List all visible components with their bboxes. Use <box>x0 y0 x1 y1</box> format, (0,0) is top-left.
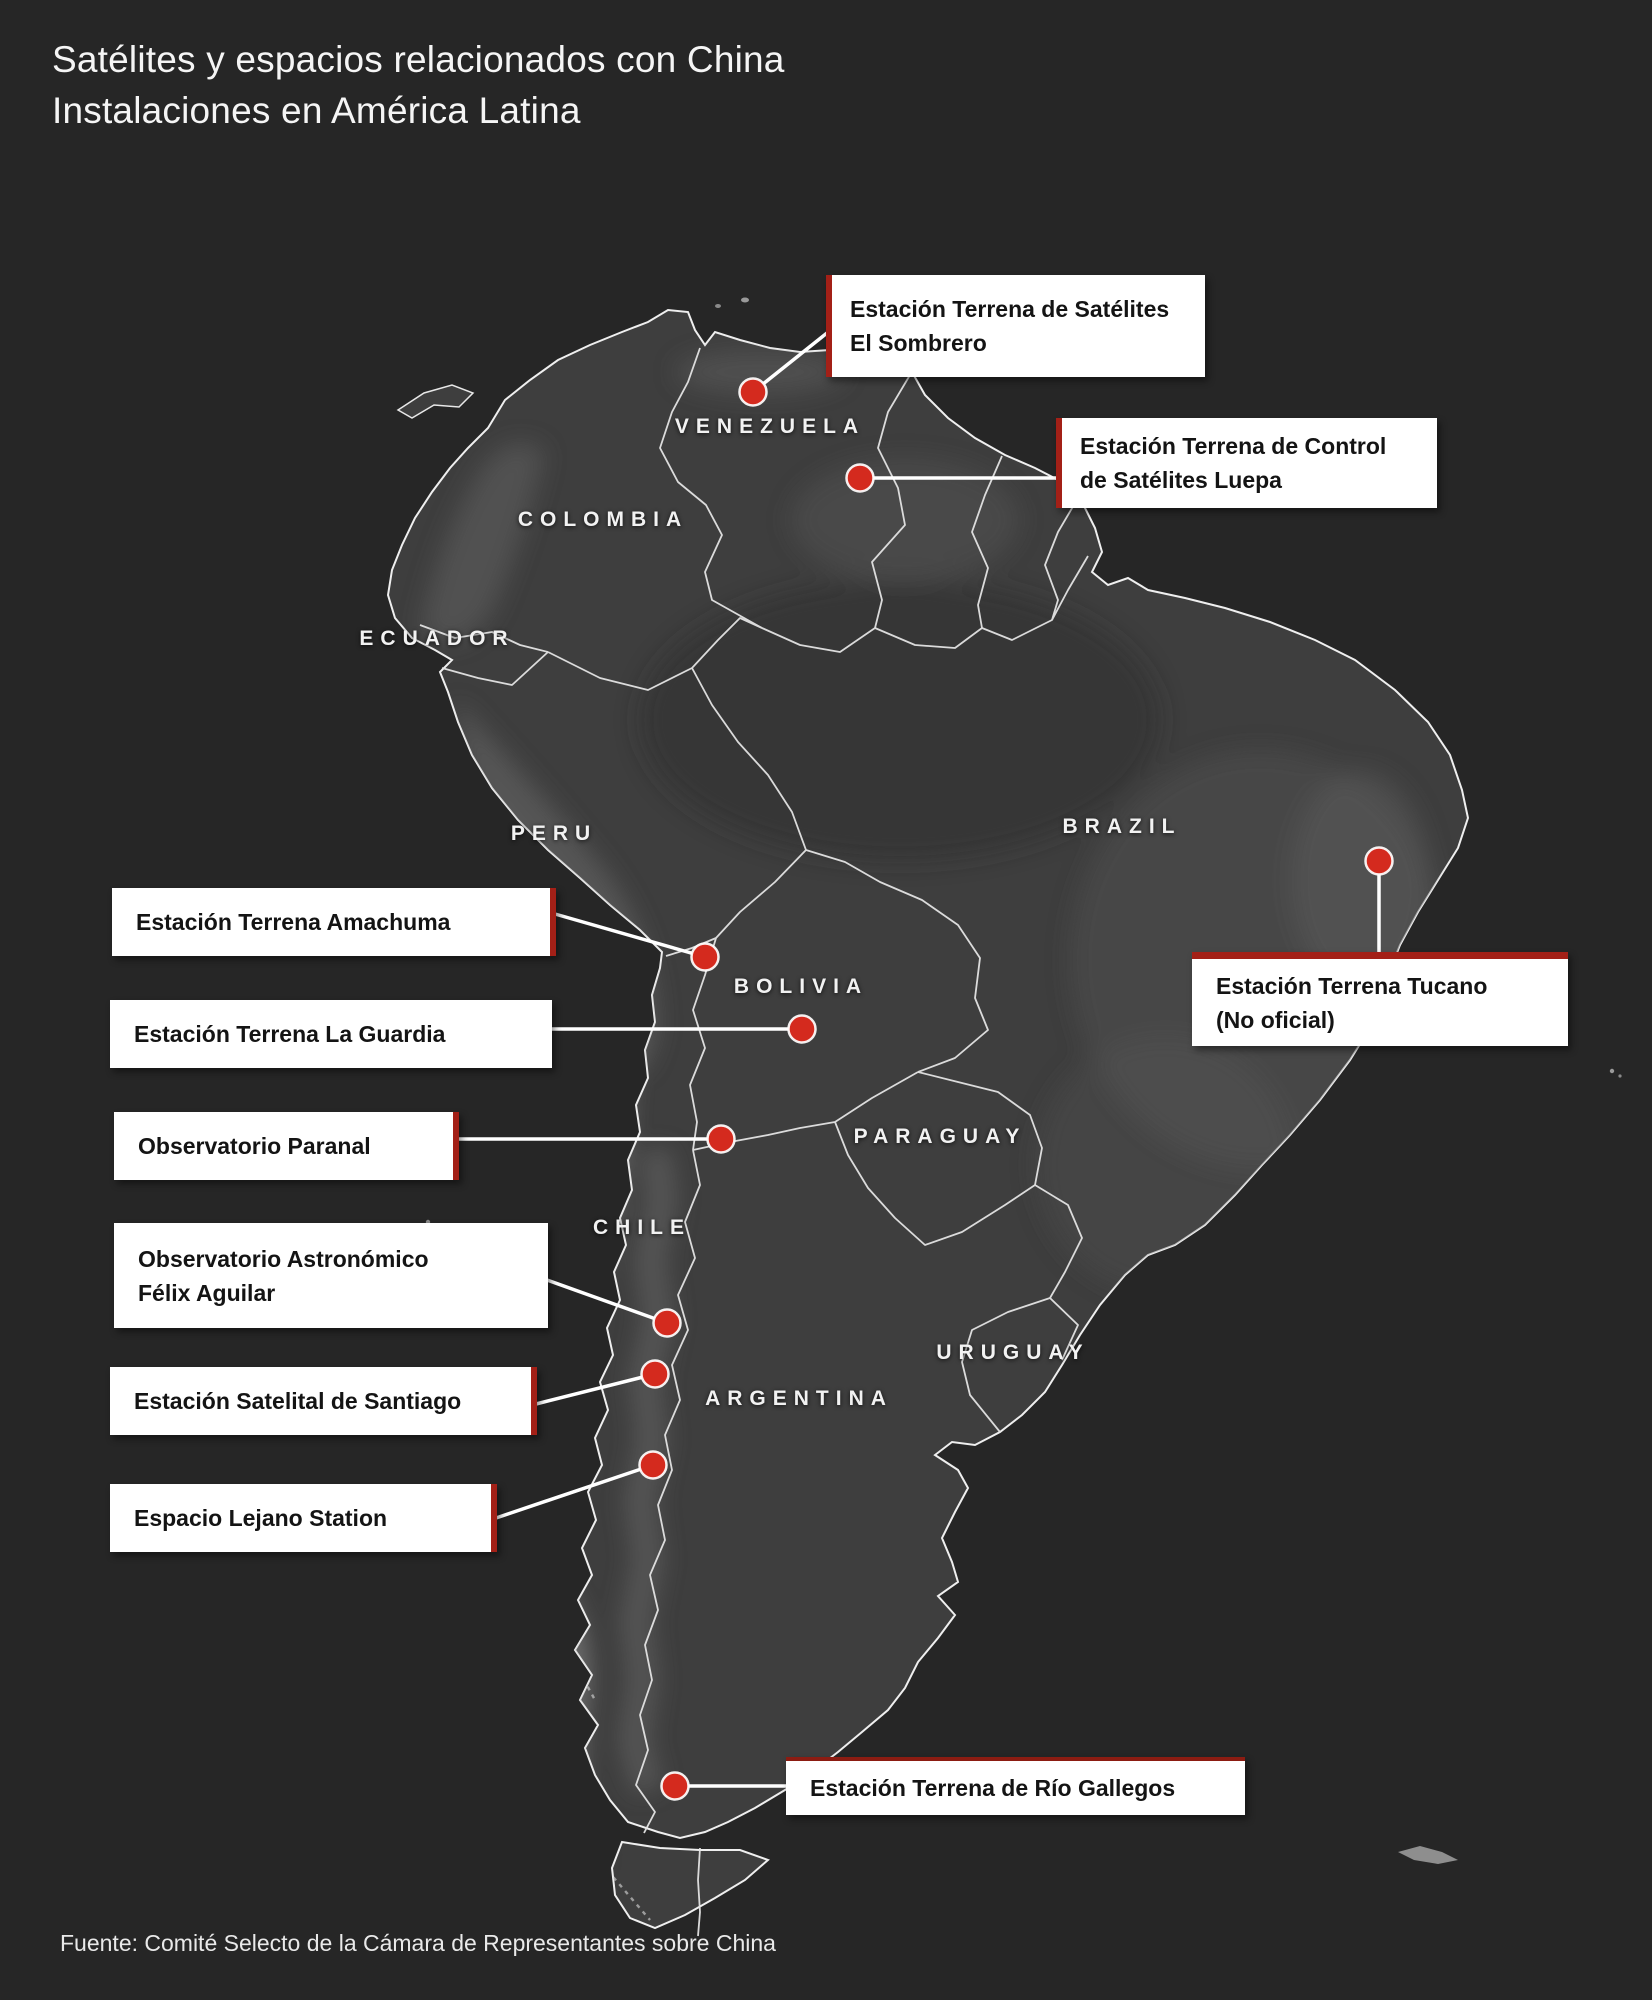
source-attribution: Fuente: Comité Selecto de la Cámara de R… <box>60 1930 776 1956</box>
leader-line-el-sombrero <box>751 331 829 394</box>
station-label-felix-aguilar: Observatorio Astronómico Félix Aguilar <box>114 1223 548 1328</box>
page-title-line2: Instalaciones en América Latina <box>52 90 581 132</box>
country-label-colombia: COLOMBIA <box>517 508 689 531</box>
station-label-line: (No oficial) <box>1216 1006 1335 1033</box>
station-label-line: Estación Terrena La Guardia <box>134 1021 446 1047</box>
station-label-paranal: Observatorio Paranal <box>114 1112 459 1180</box>
leader-line-amachuma <box>554 912 706 959</box>
country-label-venezuela: VENEZUELA <box>674 415 866 438</box>
panama-strip <box>396 384 475 419</box>
station-label-santiago: Estación Satelital de Santiago <box>110 1367 537 1435</box>
station-label-la-guardia: Estación Terrena La Guardia <box>110 1000 552 1068</box>
station-label-amachuma: Estación Terrena Amachuma <box>112 888 556 956</box>
station-label-line: El Sombrero <box>850 330 987 356</box>
leader-line-espacio-lejano <box>495 1463 654 1520</box>
station-dot-santiago <box>640 1359 670 1389</box>
leader-line-santiago <box>535 1372 656 1406</box>
country-label-bolivia: BOLIVIA <box>733 975 869 998</box>
station-label-line: Estación Terrena Amachuma <box>136 909 451 935</box>
country-label-uruguay: URUGUAY <box>936 1341 1090 1364</box>
station-dot-el-sombrero <box>738 377 768 407</box>
country-label-peru: PERU <box>510 822 598 845</box>
station-label-luepa: Estación Terrena de Control de Satélites … <box>1056 418 1437 508</box>
station-label-line: Observatorio Astronómico <box>138 1245 429 1272</box>
station-label-line: de Satélites Luepa <box>1080 467 1282 493</box>
country-label-argentina: ARGENTINA <box>705 1387 893 1410</box>
country-borders <box>419 347 1089 1937</box>
station-label-line: Félix Aguilar <box>138 1279 276 1306</box>
station-label-line: Estación Terrena de Río Gallegos <box>810 1775 1176 1801</box>
page-title-line1: Satélites y espacios relacionados con Ch… <box>52 39 785 80</box>
station-label-espacio-lejano: Espacio Lejano Station <box>110 1484 497 1552</box>
station-dot-espacio-lejano <box>638 1450 668 1480</box>
station-label-line: Estación Satelital de Santiago <box>134 1388 462 1414</box>
station-dot-la-guardia <box>787 1014 817 1044</box>
country-label-paraguay: PARAGUAY <box>853 1125 1027 1148</box>
station-label-line: Espacio Lejano Station <box>134 1505 388 1531</box>
country-label-brazil: BRAZIL <box>1062 815 1182 838</box>
station-dot-luepa <box>845 463 875 493</box>
station-dot-amachuma <box>690 942 720 972</box>
leader-line-felix-aguilar <box>546 1278 668 1325</box>
station-label-el-sombrero: Estación Terrena de Satélites El Sombrero <box>826 275 1205 377</box>
country-label-chile: CHILE <box>593 1216 691 1239</box>
station-label-rio-gallegos: Estación Terrena de Río Gallegos <box>786 1757 1245 1815</box>
station-dot-felix-aguilar <box>652 1308 682 1338</box>
station-label-line: Observatorio Paranal <box>138 1133 371 1159</box>
tierra-del-fuego-shape <box>611 1841 769 1929</box>
markers <box>458 331 1394 1801</box>
station-label-line: Estación Terrena de Satélites <box>850 296 1170 322</box>
station-dot-paranal <box>706 1124 736 1154</box>
station-label-line: Estación Terrena Tucano <box>1216 972 1488 999</box>
station-dot-rio-gallegos <box>660 1771 690 1801</box>
station-label-tucano: Estación Terrena Tucano (No oficial) <box>1192 952 1568 1046</box>
page-title: Satélites y espacios relacionados con Ch… <box>52 34 785 136</box>
station-dot-tucano <box>1364 846 1394 876</box>
country-label-ecuador: ECUADOR <box>359 627 515 650</box>
station-label-line: Estación Terrena de Control <box>1080 433 1387 459</box>
